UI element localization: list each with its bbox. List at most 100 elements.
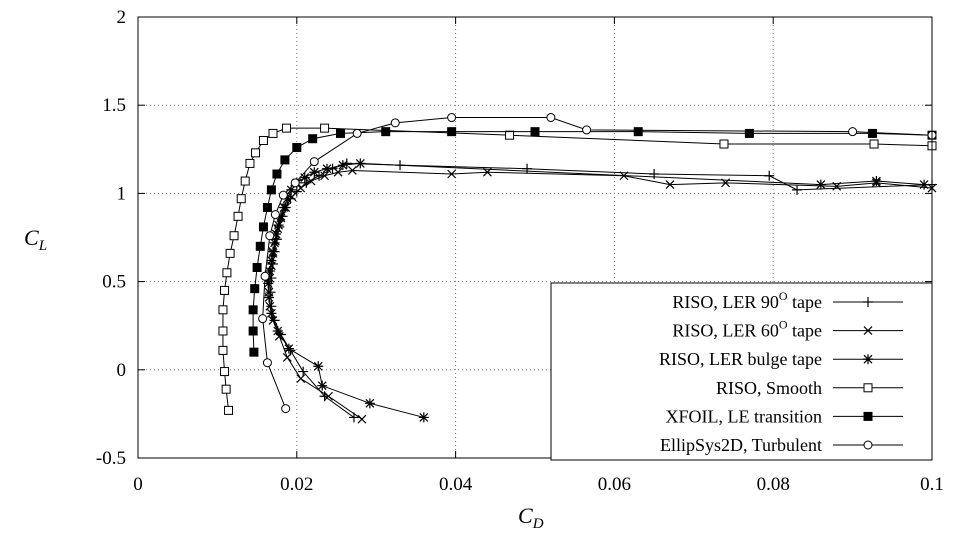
- x-axis-title: CD: [518, 503, 544, 532]
- data-point: [274, 331, 284, 341]
- data-point: [792, 184, 803, 195]
- x-axis-title-main: C: [518, 503, 533, 528]
- data-point: [290, 178, 300, 188]
- x-axis-title-sub: D: [532, 516, 544, 532]
- data-point: [264, 292, 275, 303]
- data-point: [258, 314, 268, 324]
- y-tick-label: 2: [117, 7, 127, 28]
- data-point: [236, 194, 246, 204]
- data-point: [282, 353, 292, 362]
- y-tick-label: 0: [117, 360, 127, 381]
- x-tick-label: 0: [133, 474, 143, 495]
- data-point: [867, 128, 877, 138]
- data-point: [919, 179, 930, 190]
- data-point: [266, 255, 277, 266]
- x-tick-label: 0.02: [280, 474, 313, 495]
- data-point: [347, 166, 357, 175]
- data-point: [250, 284, 260, 294]
- data-point: [248, 326, 258, 336]
- data-point: [264, 266, 275, 277]
- legend-box: [550, 282, 933, 461]
- data-point: [275, 211, 286, 222]
- data-point: [280, 155, 290, 165]
- data-point: [447, 169, 457, 179]
- plot-series: [218, 113, 937, 424]
- data-point: [848, 127, 858, 137]
- data-point: [268, 315, 278, 325]
- data-point: [815, 179, 826, 190]
- legend-marker: [863, 440, 873, 450]
- data-point: [296, 374, 306, 384]
- data-point: [218, 345, 228, 355]
- data-point: [268, 128, 278, 138]
- data-point: [306, 176, 316, 186]
- data-point: [352, 128, 362, 138]
- data-point: [260, 271, 270, 281]
- data-point: [390, 118, 400, 128]
- data-point: [333, 167, 343, 177]
- legend-marker: [863, 326, 873, 336]
- data-point: [447, 127, 457, 137]
- y-tick-label: 1.5: [102, 95, 126, 116]
- series-line: [267, 162, 925, 418]
- data-point: [272, 325, 283, 336]
- data-point: [505, 130, 515, 140]
- data-point: [225, 248, 235, 258]
- legend: RISO, LER 90O tape RISO, LER 60O tape RISO…: [550, 282, 933, 461]
- data-point: [665, 180, 675, 190]
- series-line: [262, 117, 933, 409]
- data-point: [263, 278, 274, 289]
- data-point: [220, 367, 230, 377]
- data-point: [744, 128, 754, 138]
- data-point: [317, 380, 328, 391]
- series-4: [248, 127, 937, 357]
- data-point: [546, 113, 556, 123]
- data-point: [281, 123, 291, 133]
- data-point: [633, 127, 643, 137]
- data-point: [281, 404, 291, 414]
- data-point: [240, 176, 250, 186]
- series-3: [218, 123, 937, 415]
- data-point: [270, 210, 280, 220]
- data-point: [582, 125, 592, 135]
- data-point: [309, 157, 319, 167]
- data-point: [279, 202, 290, 213]
- data-point: [335, 128, 345, 138]
- data-point: [255, 241, 265, 251]
- data-point: [224, 405, 234, 415]
- data-point: [267, 246, 278, 257]
- data-point: [222, 268, 232, 278]
- data-point: [266, 308, 277, 319]
- data-point: [221, 384, 231, 394]
- y-tick-label: -0.5: [96, 448, 126, 469]
- y-axis-title-sub: L: [38, 238, 47, 254]
- legend-marker: [863, 354, 873, 365]
- legend-label: RISO, LER 90O tape: [672, 289, 822, 312]
- data-point: [320, 123, 330, 133]
- y-tick-label: 0.5: [102, 272, 126, 293]
- data-point: [719, 139, 729, 149]
- legend-label: RISO, LER 60O tape: [672, 318, 822, 341]
- data-point: [265, 231, 275, 241]
- data-point: [337, 160, 348, 171]
- data-point: [522, 163, 533, 174]
- data-point: [220, 285, 230, 295]
- legend-label: RISO, LER bulge tape: [659, 349, 822, 369]
- data-point: [258, 135, 268, 145]
- data-point: [218, 305, 228, 315]
- data-point: [364, 398, 375, 409]
- data-point: [308, 134, 318, 144]
- data-point: [272, 169, 282, 179]
- data-point: [355, 158, 366, 169]
- data-point: [282, 193, 293, 204]
- data-point: [871, 176, 882, 187]
- series-5: [258, 113, 937, 414]
- data-point: [249, 347, 259, 357]
- data-point: [218, 326, 228, 336]
- x-tick-label: 0.06: [598, 474, 631, 495]
- data-point: [309, 167, 320, 178]
- data-point: [357, 414, 367, 424]
- data-point: [262, 358, 272, 368]
- x-tick-label: 0.08: [757, 474, 790, 495]
